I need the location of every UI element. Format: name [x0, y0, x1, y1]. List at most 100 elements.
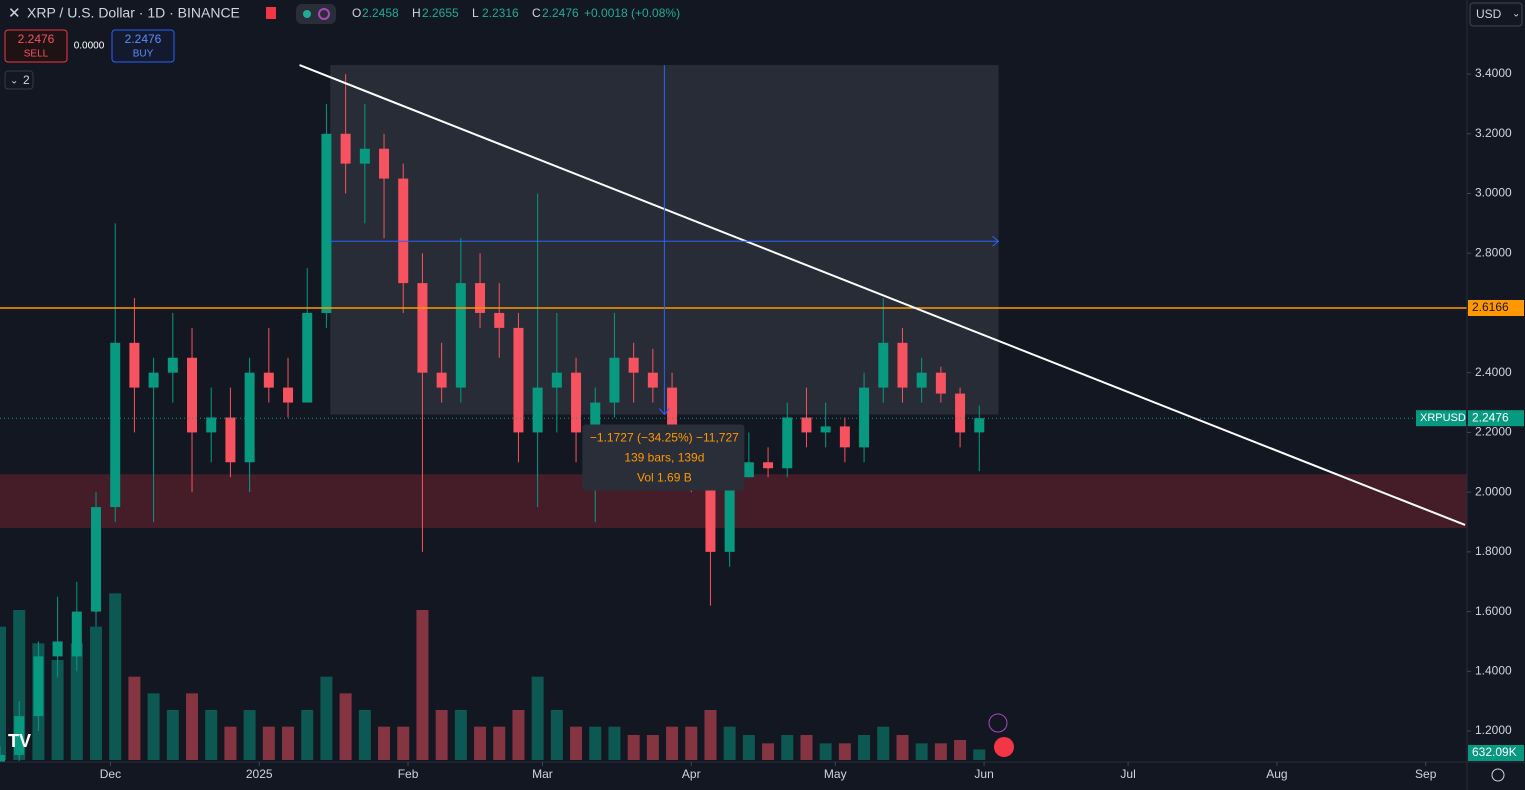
volume-bar [877, 726, 890, 760]
candle-body [0, 754, 5, 762]
indicator-toggle[interactable] [4, 70, 34, 90]
candle-body [52, 641, 63, 657]
volume-bar [934, 743, 947, 760]
volume-bar [819, 743, 832, 760]
y-tick-label: 3.2000 [1475, 126, 1512, 140]
candle-body [302, 312, 313, 403]
ohlc-value: 2.2458 [362, 6, 399, 20]
candle-body [263, 372, 274, 388]
volume-bar [858, 735, 871, 760]
x-tick-label: 2025 [246, 767, 273, 781]
candle-body [398, 178, 409, 284]
candle-body [801, 417, 812, 433]
close-icon[interactable]: ✕ [8, 5, 21, 22]
candle-body [743, 462, 754, 478]
candle-body [571, 372, 582, 433]
measure-tooltip [582, 424, 745, 491]
x-tick-label: Jun [974, 767, 993, 781]
candle-body [724, 477, 735, 552]
candle-body [33, 656, 44, 717]
candle-body [647, 372, 658, 388]
chevron: ⌄ [10, 76, 18, 87]
candle-body [71, 611, 82, 657]
volume-bar [205, 710, 218, 760]
x-tick-label: Apr [682, 767, 701, 781]
settings-icon[interactable] [1491, 768, 1505, 782]
price-badge-label: 2.2476 [1472, 410, 1509, 424]
candle-body [110, 342, 121, 508]
ohlc-label: C [532, 6, 541, 20]
event-icon[interactable] [994, 737, 1014, 757]
x-tick-label: Aug [1266, 767, 1287, 781]
x-tick-label: Mar [532, 767, 553, 781]
candle-body [628, 357, 639, 373]
change: +0.0018 (+0.08%) [584, 6, 680, 20]
currency-select[interactable] [1469, 2, 1523, 27]
price-badge [1468, 300, 1524, 317]
candle-body [609, 357, 620, 403]
measure-text: 139 bars, 139d [624, 451, 704, 465]
arrow-head [658, 408, 670, 416]
candle-body [283, 387, 294, 403]
buy-price: 2.2476 [125, 32, 162, 46]
candle-body [974, 418, 985, 433]
y-tick-label: 1.6000 [1475, 604, 1512, 618]
volume-bar [166, 710, 179, 760]
status-icon [318, 8, 330, 20]
volume-bar [646, 735, 659, 760]
candle-body [897, 342, 908, 388]
y-tick-label: 2.4000 [1475, 365, 1512, 379]
volume-bar [742, 735, 755, 760]
flag [266, 7, 276, 19]
sell-button[interactable] [4, 29, 68, 63]
event-icon[interactable] [988, 713, 1008, 733]
volume-bar [474, 726, 487, 760]
volume-bar [128, 676, 141, 760]
volume-bar [973, 749, 986, 760]
volume-bar [186, 693, 199, 760]
volume-bar [896, 735, 909, 760]
candle-body [935, 372, 946, 394]
volume-bar [915, 743, 928, 760]
candle-body [436, 372, 447, 388]
volume-bar [685, 726, 698, 760]
volume-bar [800, 735, 813, 760]
buy-button[interactable] [111, 29, 175, 63]
y-tick-label: 3.0000 [1475, 186, 1512, 200]
price-badge [1468, 410, 1524, 427]
candle-body [513, 327, 524, 433]
ohlc-value: 2.2655 [422, 6, 459, 20]
ohlc-value: 2.2476 [542, 6, 579, 20]
candle-body [225, 417, 236, 463]
volume-bar [493, 726, 506, 760]
volume-bar [838, 743, 851, 760]
candle-body [878, 342, 889, 388]
sell-label: SELL [24, 49, 49, 60]
indicator-count: 2 [23, 73, 30, 87]
volume-bar [762, 743, 775, 760]
spread: 0.0000 [74, 41, 105, 52]
candle-body [167, 357, 178, 373]
volume-bar [90, 626, 103, 760]
volume-bar [339, 693, 352, 760]
candle-body [859, 387, 870, 448]
y-tick-label: 3.4000 [1475, 66, 1512, 80]
arrow-head [992, 235, 1000, 247]
volume-bar [224, 726, 237, 760]
volume-bar [704, 710, 717, 760]
candle-body [820, 426, 831, 433]
volume-bar [301, 710, 314, 760]
candle-body [91, 507, 102, 612]
volume-bar [262, 726, 275, 760]
price-badge-label: 2.6166 [1472, 300, 1509, 314]
status-dot [303, 10, 311, 18]
plot: −1.1727 (−34.25%) −11,727 139 bars, 139d V… [0, 64, 1467, 762]
candle-body [916, 372, 927, 388]
candle-body [340, 133, 351, 164]
candle-body [379, 148, 390, 179]
candle-body [763, 462, 774, 469]
candle-body [321, 133, 332, 313]
candle-body [839, 426, 850, 448]
candle-body [244, 372, 255, 463]
